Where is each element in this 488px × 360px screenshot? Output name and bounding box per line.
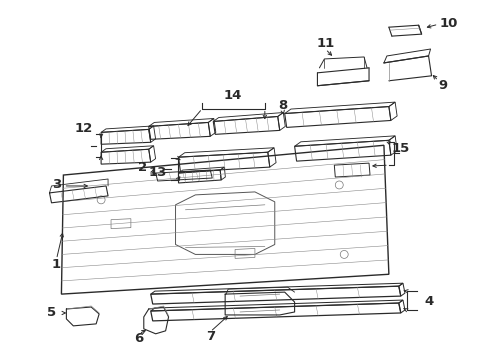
Text: 12: 12 xyxy=(74,122,92,135)
Text: 5: 5 xyxy=(47,306,56,319)
Text: 8: 8 xyxy=(278,99,287,112)
Text: 3: 3 xyxy=(52,179,61,192)
Text: 14: 14 xyxy=(224,89,242,102)
Text: 1: 1 xyxy=(52,258,61,271)
Text: 9: 9 xyxy=(437,79,446,92)
Text: 7: 7 xyxy=(205,330,214,343)
Text: 11: 11 xyxy=(316,37,334,50)
Text: 13: 13 xyxy=(148,166,166,179)
Text: 15: 15 xyxy=(391,142,409,155)
Text: 2: 2 xyxy=(138,161,147,174)
Text: 4: 4 xyxy=(423,294,432,307)
Text: 10: 10 xyxy=(438,17,457,30)
Text: 6: 6 xyxy=(134,332,143,345)
